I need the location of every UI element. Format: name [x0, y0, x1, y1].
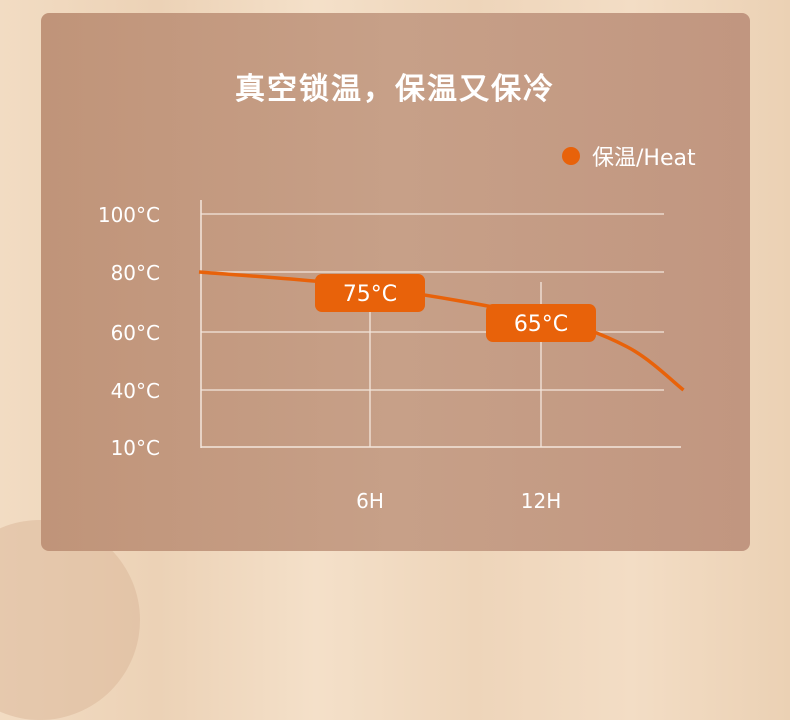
legend-label: 保温/Heat [592, 146, 696, 171]
x-tick-label: 6H [356, 489, 384, 513]
y-tick-label: 100°C [98, 203, 160, 227]
page-title: 真空锁温，保温又保冷 [235, 72, 555, 107]
legend: 保温/Heat [562, 140, 696, 172]
chart: 10°C 40°C 60°C 80°C 100°C 6H 12H 75°C 65°C [98, 200, 685, 513]
data-label-box [315, 274, 425, 312]
y-tick-label: 40°C [111, 379, 160, 403]
y-tick-label: 80°C [111, 261, 160, 285]
series-line [198, 270, 685, 392]
data-label: 75°C [343, 282, 397, 307]
data-label: 65°C [514, 312, 568, 337]
y-tick-label: 60°C [111, 321, 160, 345]
legend-dot-icon [562, 147, 580, 165]
x-tick-label: 12H [521, 489, 562, 513]
y-tick-label: 10°C [111, 436, 160, 460]
data-label-box [486, 304, 596, 342]
